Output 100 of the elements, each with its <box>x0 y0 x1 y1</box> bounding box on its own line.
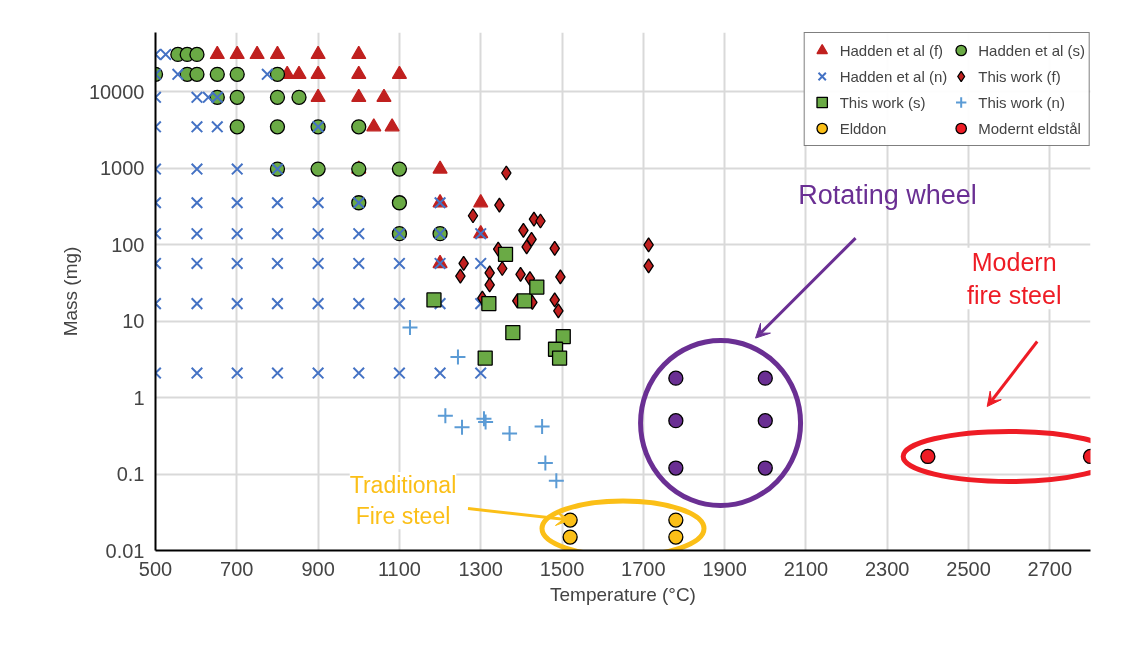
point <box>190 366 204 380</box>
point <box>351 45 367 60</box>
point <box>501 424 519 442</box>
point <box>549 292 561 308</box>
point <box>271 257 284 270</box>
point <box>393 297 406 310</box>
point <box>481 295 497 312</box>
point <box>209 45 225 60</box>
legend-label: Hadden et al (f) <box>839 40 944 60</box>
x-tick-label: 2300 <box>864 557 910 580</box>
point <box>376 88 392 103</box>
point <box>229 89 245 105</box>
point <box>229 66 245 82</box>
point <box>351 88 367 103</box>
point <box>271 297 284 310</box>
point <box>229 119 245 135</box>
point <box>311 227 325 240</box>
x-axis-title: Temperature (°C) <box>550 583 696 605</box>
x-tick-label: 1500 <box>539 557 585 580</box>
point <box>401 318 419 336</box>
point <box>555 328 571 345</box>
point <box>291 89 307 105</box>
point <box>311 297 325 310</box>
point <box>230 162 244 176</box>
y-tick-label: 10000 <box>88 80 145 103</box>
y-tick-label: 10 <box>122 310 145 333</box>
x-tick-label: 2100 <box>783 557 829 580</box>
point <box>159 48 172 61</box>
point <box>473 194 489 208</box>
point <box>230 227 244 240</box>
point <box>352 366 366 380</box>
point <box>171 68 185 81</box>
x-tick-label: 900 <box>301 557 335 580</box>
point <box>474 366 488 380</box>
point <box>366 118 382 132</box>
point <box>436 407 454 425</box>
point <box>209 66 225 82</box>
point <box>310 161 326 177</box>
point <box>516 293 533 309</box>
point <box>271 196 284 210</box>
point <box>352 227 366 240</box>
point <box>351 65 367 80</box>
annotation: Traditional Fire steel <box>349 471 457 530</box>
y-tick-label: 0.1 <box>116 463 145 486</box>
point <box>190 227 204 240</box>
point <box>668 370 684 386</box>
point <box>230 257 244 270</box>
legend-label: Hadden et al (n) <box>839 66 948 86</box>
point <box>291 65 307 80</box>
point <box>190 257 204 270</box>
point <box>467 208 479 224</box>
point <box>474 257 488 270</box>
y-axis-title: Mass (mg) <box>59 246 81 337</box>
x-tick-label: 1900 <box>702 557 747 580</box>
point <box>477 350 493 366</box>
point <box>229 45 245 60</box>
point <box>269 89 286 105</box>
point <box>190 162 204 176</box>
point <box>190 120 204 134</box>
point <box>757 370 773 386</box>
point <box>269 66 286 82</box>
point <box>433 366 447 380</box>
point <box>393 257 406 270</box>
point <box>384 118 400 132</box>
point <box>271 366 284 380</box>
legend-label: This work (s) <box>839 92 926 112</box>
point <box>269 45 286 60</box>
point <box>352 297 366 310</box>
y-tick-label: 100 <box>111 233 145 256</box>
point <box>311 257 325 270</box>
annotation: Modern fire steel <box>966 247 1062 310</box>
point <box>668 413 684 429</box>
point <box>549 240 561 256</box>
point <box>190 196 204 210</box>
point <box>536 454 554 472</box>
point <box>757 460 773 476</box>
legend-label: Elddon <box>839 118 887 138</box>
point <box>310 88 326 103</box>
point <box>668 512 684 528</box>
point <box>393 366 406 380</box>
point <box>426 292 442 308</box>
point <box>189 46 205 63</box>
point <box>497 246 514 263</box>
point <box>496 260 508 277</box>
legend-label: This work (f) <box>978 66 1061 86</box>
point <box>310 65 326 80</box>
point <box>529 279 545 295</box>
point <box>210 120 224 134</box>
point <box>230 196 244 210</box>
point <box>449 348 467 366</box>
point <box>533 417 551 435</box>
point <box>551 350 568 366</box>
point <box>351 119 367 135</box>
x-tick-label: 1700 <box>621 557 666 580</box>
x-tick-label: 2700 <box>1027 557 1073 580</box>
point <box>269 119 286 135</box>
point <box>668 460 684 476</box>
legend-label: Hadden et al (s) <box>978 40 1085 60</box>
point <box>310 45 326 60</box>
x-tick-label: 1100 <box>377 557 421 580</box>
